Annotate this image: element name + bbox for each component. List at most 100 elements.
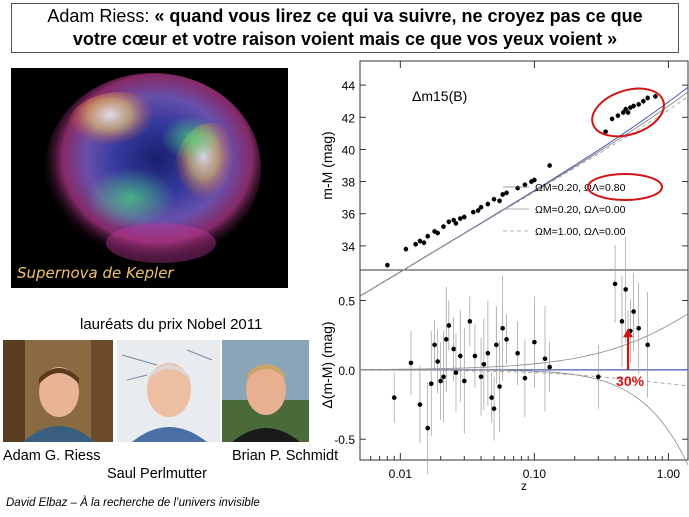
data-point-bottom xyxy=(494,342,499,348)
data-point-top xyxy=(620,110,626,115)
data-point-bottom xyxy=(636,325,641,331)
data-point-top xyxy=(435,230,441,236)
data-point-bottom xyxy=(522,375,528,381)
data-point-top xyxy=(522,182,528,188)
legend-entry: ΩM=0.20, ΩΛ=0.80 xyxy=(535,182,626,194)
model-line-flat xyxy=(359,96,689,297)
data-point-top xyxy=(653,94,658,99)
data-point-bottom xyxy=(596,374,601,380)
data-point-bottom xyxy=(497,384,502,389)
data-point-bottom xyxy=(485,350,491,356)
data-point-bottom xyxy=(500,325,505,331)
data-point-top xyxy=(631,103,636,109)
data-point-bottom xyxy=(612,281,618,287)
data-point-bottom xyxy=(441,374,446,380)
ytick-label-top: 42 xyxy=(342,111,356,125)
annotation-30-percent: 30% xyxy=(616,373,645,389)
data-point-top xyxy=(385,262,390,268)
laureates-heading: lauréats du prix Nobel 2011 xyxy=(80,316,263,333)
data-point-top xyxy=(421,240,427,245)
data-point-bottom xyxy=(491,406,497,411)
data-point-bottom xyxy=(408,360,414,366)
ytick-label-top: 40 xyxy=(342,143,356,157)
legend-entry: ΩM=1.00, ΩΛ=0.00 xyxy=(535,226,626,238)
ytick-label-top: 34 xyxy=(342,240,356,254)
kepler-supernova-image: Supernova de Kepler xyxy=(11,68,288,288)
xlabel: z xyxy=(521,479,527,493)
data-point-bottom xyxy=(631,309,636,314)
data-point-top xyxy=(475,208,481,213)
data-point-bottom xyxy=(432,342,437,348)
data-point-top xyxy=(636,102,641,107)
portrait-brian-schmidt xyxy=(222,340,309,442)
data-point-bottom xyxy=(481,362,487,367)
model-line-lambda xyxy=(359,86,689,297)
name-perlmutter: Saul Perlmutter xyxy=(107,466,207,482)
data-point-top xyxy=(500,192,505,197)
data-point-bottom xyxy=(547,364,552,370)
data-point-top xyxy=(417,238,423,244)
data-point-top xyxy=(615,113,621,118)
ylabel-bottom: Δ(m-M) (mag) xyxy=(319,321,335,408)
data-point-bottom xyxy=(453,370,459,375)
title-quote-2: votre cœur et votre raison voient mais c… xyxy=(72,29,618,49)
quote-title-box: Adam Riess: « quand vous lirez ce qui va… xyxy=(11,3,679,53)
ylabel-top: m-M (mag) xyxy=(319,131,335,199)
residual-open-curve xyxy=(360,369,689,387)
xtick-label: 0.01 xyxy=(389,467,413,481)
kepler-caption: Supernova de Kepler xyxy=(17,264,174,282)
data-point-bottom xyxy=(504,337,509,342)
data-point-bottom xyxy=(446,323,452,328)
data-point-bottom xyxy=(478,374,484,380)
title-quote-1: « quand vous lirez ce qui va suivre, ne … xyxy=(154,6,643,26)
data-point-top xyxy=(453,221,459,226)
name-riess: Adam G. Riess xyxy=(3,448,101,464)
data-point-bottom xyxy=(467,319,473,324)
data-point-top xyxy=(641,98,646,104)
data-point-bottom xyxy=(428,381,434,387)
data-point-top xyxy=(470,209,476,215)
highlight-ellipse-lambda xyxy=(587,173,663,201)
data-point-top xyxy=(532,177,537,183)
portrait-perlmutter-graphic xyxy=(117,340,220,442)
data-point-bottom xyxy=(443,337,449,342)
legend-entry: ΩM=0.20, ΩΛ=0.00 xyxy=(535,204,626,216)
data-point-top xyxy=(425,233,431,239)
data-point-top xyxy=(461,214,467,220)
data-point-top xyxy=(446,219,452,225)
data-point-bottom xyxy=(451,346,456,352)
arrow-head xyxy=(623,328,634,338)
title-lead: Adam Riess: xyxy=(47,6,155,26)
data-point-bottom xyxy=(438,378,443,384)
data-point-top xyxy=(478,205,484,210)
data-point-bottom xyxy=(425,425,431,431)
ytick-label-top: 44 xyxy=(342,79,356,93)
title-line-1: Adam Riess: « quand vous lirez ce qui va… xyxy=(12,5,678,28)
data-point-top xyxy=(645,95,650,101)
xtick-label: 1.00 xyxy=(657,467,681,481)
xtick-label: 0.10 xyxy=(523,467,547,481)
data-point-top xyxy=(485,201,491,207)
data-point-bottom xyxy=(461,378,467,384)
data-point-top xyxy=(515,185,520,191)
ytick-label-bottom: 0.5 xyxy=(338,295,355,309)
portrait-adam-riess xyxy=(3,340,113,442)
data-point-top xyxy=(457,216,463,221)
hubble-diagram: 34 36 38 40 42 44 -0.5 0.0 0.5 0.01 0.10 1.00 z m-M (… xyxy=(319,60,689,493)
data-point-bottom xyxy=(489,395,494,400)
highlight-ellipse-points xyxy=(591,87,665,138)
data-point-top xyxy=(547,163,552,168)
ytick-label-top: 38 xyxy=(342,176,356,190)
data-point-bottom xyxy=(391,395,397,400)
plot-frame xyxy=(359,60,689,461)
footer-credit: David Elbaz – À la recherche de l’univer… xyxy=(6,497,260,509)
data-point-bottom xyxy=(623,287,628,292)
residual-decel-curve xyxy=(360,369,689,466)
data-point-bottom xyxy=(417,402,423,407)
data-point-bottom xyxy=(435,359,441,364)
data-point-top xyxy=(491,196,497,202)
data-point-top xyxy=(451,217,456,223)
data-point-bottom xyxy=(532,339,537,345)
ytick-label-bottom: -0.5 xyxy=(334,433,355,447)
portrait-riess-graphic xyxy=(3,340,113,442)
